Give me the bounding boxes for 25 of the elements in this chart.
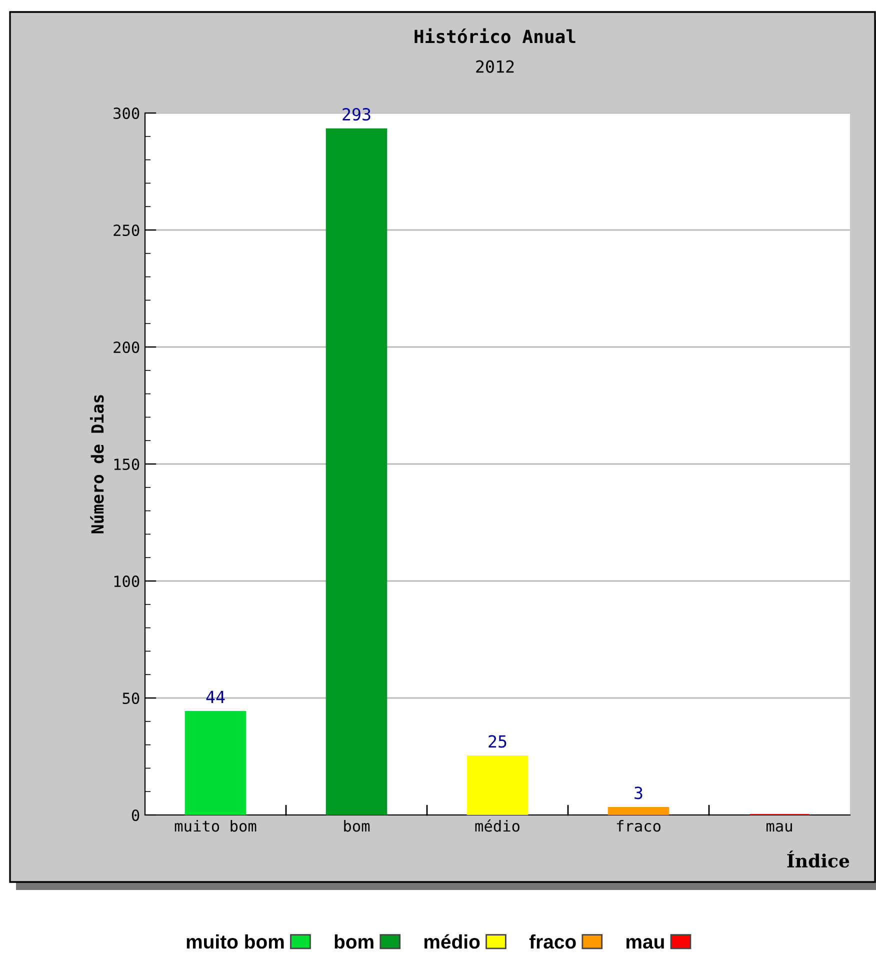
x-axis-title: Índice (787, 850, 850, 868)
y-tick-label: 100 (114, 576, 140, 588)
legend-label: bom (334, 934, 374, 949)
data-label: 3 (634, 786, 642, 800)
legend-label: fraco (529, 934, 576, 949)
y-tick-label: 300 (114, 108, 140, 120)
chart-subtitle: 2012 (476, 60, 514, 73)
data-label: 44 (206, 690, 225, 704)
data-label: 293 (342, 108, 370, 121)
y-tick-label: 200 (114, 342, 140, 354)
x-tick-label: fraco (616, 820, 660, 832)
y-tick-label: 250 (114, 224, 140, 236)
legend-label: muito bom (186, 934, 284, 949)
data-label: 25 (488, 735, 506, 748)
x-tick-label: médio (475, 819, 520, 832)
y-tick-label: 50 (122, 692, 140, 704)
x-tick-label: mau (766, 822, 792, 832)
x-tick-label: muito bom (174, 820, 256, 832)
y-tick-label: 0 (132, 810, 140, 822)
y-tick-label: 150 (114, 458, 140, 470)
legend-label: mau (626, 938, 664, 949)
chart-title: Histórico Anual (414, 28, 576, 44)
x-tick-label: bom (344, 820, 370, 832)
y-axis-title: Número de Dias (90, 395, 104, 534)
legend-label: médio (424, 934, 480, 949)
